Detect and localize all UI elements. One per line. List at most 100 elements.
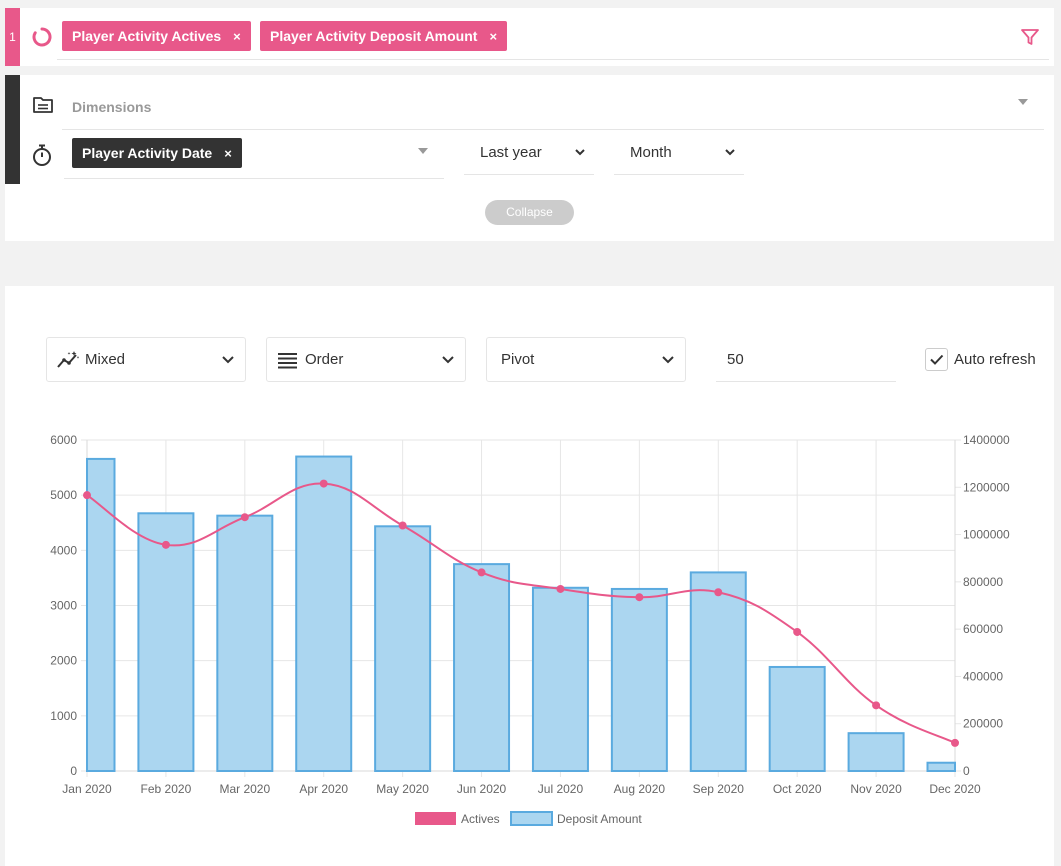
- limit-value: 50: [727, 351, 744, 368]
- bar-deposit-amount: [295, 455, 353, 773]
- auto-refresh-checkbox[interactable]: [925, 348, 948, 371]
- bar-deposit-amount: [216, 514, 274, 772]
- right-axis-tick-label: 200000: [963, 717, 1003, 731]
- measure-tag-label: Player Activity Actives: [72, 28, 222, 44]
- date-range-select[interactable]: Last year: [464, 131, 594, 175]
- point-actives: [83, 491, 91, 500]
- filter-icon[interactable]: [1020, 27, 1040, 47]
- bar-deposit-amount: [847, 732, 905, 772]
- left-axis-tick-label: 6000: [50, 433, 77, 447]
- chart-type-select[interactable]: Mixed: [46, 337, 246, 382]
- point-actives: [319, 479, 328, 488]
- left-axis-tick-label: 4000: [50, 543, 77, 557]
- legend-swatch-actives: [415, 812, 456, 825]
- date-range-value: Last year: [480, 144, 542, 161]
- point-actives: [714, 588, 723, 597]
- chevron-down-icon: [441, 338, 455, 398]
- legend-label-deposit-amount: Deposit Amount: [557, 812, 642, 826]
- point-actives: [872, 701, 881, 710]
- x-axis-tick-label: Sep 2020: [693, 782, 745, 796]
- x-axis-tick-label: Jun 2020: [457, 782, 507, 796]
- left-axis-tick-label: 2000: [50, 654, 77, 668]
- x-axis-tick-label: Jul 2020: [538, 782, 584, 796]
- time-dimension-tag[interactable]: Player Activity Date ×: [72, 138, 242, 168]
- measure-tag-actives[interactable]: Player Activity Actives ×: [62, 21, 251, 51]
- stopwatch-icon: [33, 144, 51, 166]
- chevron-down-icon: [661, 338, 675, 398]
- x-axis-tick-label: Feb 2020: [141, 782, 192, 796]
- dimensions-select[interactable]: Dimensions: [72, 99, 152, 115]
- right-axis-tick-label: 600000: [963, 622, 1003, 636]
- left-axis-tick-label: 3000: [50, 599, 77, 613]
- remove-tag-icon[interactable]: ×: [224, 146, 232, 161]
- bar-deposit-amount: [926, 761, 956, 773]
- x-axis-tick-label: Dec 2020: [929, 782, 981, 796]
- mixed-chart: 0 1000 2000 3000 4000 5000 6000 0 200000 400000 60…: [50, 433, 1010, 826]
- chart-panel: Mixed Order Pivot 50 Auto refresh 0 1000 2…: [5, 286, 1054, 866]
- right-axis-tick-label: 1200000: [963, 480, 1010, 494]
- bar-deposit-amount: [453, 563, 511, 772]
- measures-underline: [57, 59, 1049, 60]
- time-dimension-underline: [64, 178, 444, 179]
- point-actives: [240, 513, 249, 522]
- right-axis-tick-label: 800000: [963, 575, 1003, 589]
- auto-refresh-label: Auto refresh: [954, 351, 1036, 368]
- bar-deposit-amount: [531, 586, 589, 772]
- order-select[interactable]: Order: [266, 337, 466, 382]
- left-axis-tick-label: 1000: [50, 709, 77, 723]
- point-actives: [951, 738, 959, 747]
- point-actives: [793, 627, 802, 636]
- measure-tag-deposit-amount[interactable]: Player Activity Deposit Amount ×: [260, 21, 508, 51]
- bar-deposit-amount: [86, 457, 116, 773]
- time-dimension-label: Player Activity Date: [82, 145, 213, 161]
- order-label: Order: [305, 351, 344, 368]
- check-icon: [930, 354, 944, 365]
- collapse-button[interactable]: Collapse: [485, 200, 574, 225]
- x-axis-tick-label: Apr 2020: [299, 782, 348, 796]
- point-actives: [635, 593, 644, 602]
- query-index: 1: [5, 8, 20, 66]
- dimensions-panel: Dimensions Player Activity Date × Last ye…: [5, 75, 1054, 241]
- dimensions-icon: [33, 97, 53, 113]
- right-axis-tick-label: 1000000: [963, 528, 1010, 542]
- point-actives: [161, 540, 170, 549]
- measures-bar: 1 Player Activity Actives × Player Activi…: [5, 8, 1054, 66]
- dimensions-underline: [62, 129, 1044, 130]
- remove-tag-icon[interactable]: ×: [489, 29, 498, 44]
- measure-tag-label: Player Activity Deposit Amount: [270, 28, 478, 44]
- bar-deposit-amount: [610, 587, 668, 772]
- order-list-icon: [278, 353, 297, 369]
- left-axis-tick-label: 5000: [50, 488, 77, 502]
- point-actives: [398, 521, 407, 530]
- x-axis-tick-label: Oct 2020: [773, 782, 822, 796]
- legend-swatch-deposit-amount: [510, 811, 553, 826]
- legend-label-actives: Actives: [461, 812, 500, 826]
- right-axis-tick-label: 400000: [963, 669, 1003, 683]
- chart-type-value: Mixed: [85, 351, 126, 368]
- granularity-select[interactable]: Month: [614, 131, 744, 175]
- x-axis-tick-label: Nov 2020: [850, 782, 902, 796]
- granularity-value: Month: [630, 144, 672, 161]
- dimensions-strip: [5, 75, 20, 184]
- pivot-select[interactable]: Pivot: [486, 337, 686, 382]
- x-axis-tick-label: Aug 2020: [614, 782, 666, 796]
- pivot-label: Pivot: [501, 351, 535, 368]
- limit-input[interactable]: 50: [716, 337, 896, 382]
- bar-deposit-amount: [137, 512, 195, 773]
- caret-down-icon[interactable]: [418, 148, 428, 154]
- bar-deposit-amount: [768, 665, 826, 773]
- right-axis-tick-label: 0: [963, 764, 970, 778]
- point-actives: [477, 568, 486, 577]
- right-axis-tick-label: 1400000: [963, 433, 1010, 447]
- measures-ring-icon: [32, 27, 52, 47]
- line-actives: [86, 482, 956, 744]
- bar-deposit-amount: [689, 571, 747, 772]
- caret-down-icon[interactable]: [1018, 99, 1028, 105]
- chevron-down-icon: [724, 131, 736, 193]
- chevron-down-icon: [221, 338, 235, 398]
- mixed-chart-icon: [57, 351, 79, 368]
- point-actives: [556, 584, 565, 593]
- x-axis-tick-label: May 2020: [376, 782, 429, 796]
- chevron-down-icon: [574, 131, 586, 193]
- remove-tag-icon[interactable]: ×: [233, 29, 241, 44]
